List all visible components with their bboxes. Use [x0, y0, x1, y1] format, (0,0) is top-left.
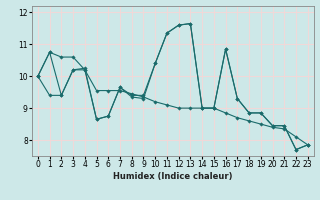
- X-axis label: Humidex (Indice chaleur): Humidex (Indice chaleur): [113, 172, 233, 181]
